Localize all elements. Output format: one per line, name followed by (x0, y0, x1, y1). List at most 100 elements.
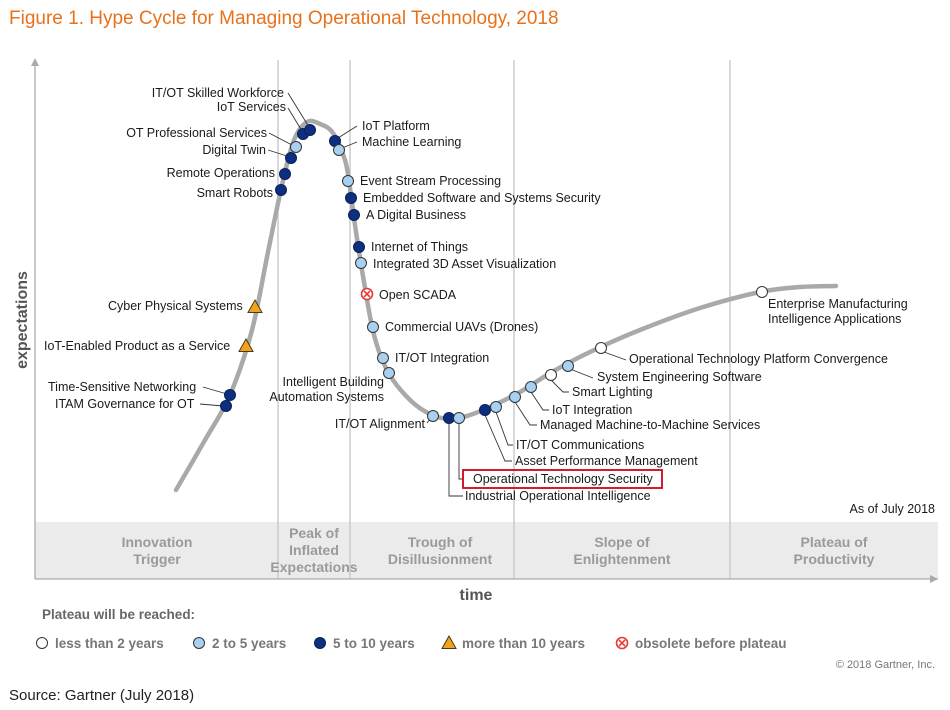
technology-marker (383, 367, 395, 379)
leader-line (287, 107, 303, 132)
technology-marker (595, 342, 607, 354)
technology-marker (345, 192, 357, 204)
technology-marker (247, 298, 263, 313)
technology-marker (342, 175, 354, 187)
technology-label: OT Professional Services (126, 126, 267, 140)
technology-label: System Engineering Software (597, 370, 762, 384)
legend-marker (314, 637, 326, 649)
technology-marker (562, 360, 574, 372)
technology-marker (490, 401, 502, 413)
leader-line (603, 351, 627, 361)
technology-label: Cyber Physical Systems (108, 299, 243, 313)
legend-label: less than 2 years (55, 636, 164, 651)
leader-line (202, 386, 228, 395)
technology-label: IT/OT Integration (395, 351, 489, 365)
technology-marker (360, 287, 374, 301)
technology-marker (238, 337, 254, 352)
leader-line (550, 379, 569, 393)
technology-label: Event Stream Processing (360, 174, 501, 188)
technology-label: Remote Operations (167, 166, 275, 180)
technology-label: Integrated 3D Asset Visualization (373, 257, 556, 271)
leader-line (495, 411, 513, 446)
technology-label: IT/OT Communications (516, 438, 644, 452)
technology-marker (285, 152, 297, 164)
technology-marker (275, 184, 287, 196)
source-note: Source: Gartner (July 2018) (9, 687, 195, 704)
technology-marker (304, 124, 316, 136)
legend-label: more than 10 years (462, 636, 585, 651)
technology-label: Asset Performance Management (515, 454, 698, 468)
technology-marker (509, 391, 521, 403)
legend-label: 2 to 5 years (212, 636, 286, 651)
technology-label: Industrial Operational Intelligence (465, 489, 651, 503)
technology-marker (443, 412, 455, 424)
technology-marker (367, 321, 379, 333)
technology-label: Embedded Software and Systems Security (363, 191, 601, 205)
leader-line (287, 92, 310, 128)
copyright-note: © 2018 Gartner, Inc. (836, 659, 935, 671)
technology-label: Intelligent Building Automation Systems (269, 375, 384, 404)
technology-marker (427, 410, 439, 422)
technology-marker (756, 286, 768, 298)
obsolete-cross (363, 290, 371, 298)
legend-marker (193, 637, 205, 649)
technology-label: Open SCADA (379, 288, 457, 302)
phase-label: Slope of Enlightenment (573, 534, 671, 567)
technology-label: Smart Lighting (572, 385, 653, 399)
legend-title: Plateau will be reached: (42, 607, 195, 622)
technology-marker (355, 257, 367, 269)
hype-cycle-chart: Innovation Trigger Peak of Inflated Expectat… (14, 58, 938, 671)
technology-label: ITAM Governance for OT (55, 397, 195, 411)
legend-marker (615, 636, 629, 650)
technology-marker (479, 404, 491, 416)
technology-label: A Digital Business (366, 208, 466, 222)
technology-label: IoT Integration (552, 403, 632, 417)
y-axis-title: expectations (14, 271, 31, 369)
technology-label: Time-Sensitive Networking (48, 380, 196, 394)
leader-line (569, 368, 594, 379)
phase-label: Innovation Trigger (122, 534, 193, 567)
legend-label: 5 to 10 years (333, 636, 415, 651)
leader-line (484, 414, 512, 462)
technology-marker (290, 141, 302, 153)
technology-label: Machine Learning (362, 135, 461, 149)
technology-marker (377, 352, 389, 364)
as-of-label: As of July 2018 (850, 502, 936, 516)
phase-label: Plateau of Productivity (794, 534, 875, 567)
leader-line (448, 423, 463, 497)
y-axis-arrow (31, 58, 39, 66)
technology-marker (279, 168, 291, 180)
technology-label: IT/OT Skilled Workforce (152, 86, 284, 100)
technology-label: Enterprise Manufacturing Intelligence App… (768, 297, 908, 326)
technology-label: Commercial UAVs (Drones) (385, 320, 538, 334)
leader-line (268, 132, 293, 146)
technology-marker (333, 144, 345, 156)
technology-label: IoT Services (217, 100, 286, 114)
technology-marker (353, 241, 365, 253)
phase-band (35, 522, 938, 579)
hype-curve (173, 118, 839, 493)
figure-title: Figure 1. Hype Cycle for Managing Operat… (9, 8, 559, 29)
technology-label: Operational Technology Security (473, 472, 653, 486)
technology-label: IT/OT Alignment (335, 417, 426, 431)
leader-line (514, 401, 537, 426)
legend-marker (441, 634, 457, 649)
technology-label: IoT Platform (362, 119, 430, 133)
technology-marker (545, 369, 557, 381)
legend-marker (36, 637, 48, 649)
technology-label: Internet of Things (371, 240, 468, 254)
technology-marker (525, 381, 537, 393)
x-axis-title: time (460, 587, 493, 604)
technology-label: IoT-Enabled Product as a Service (44, 339, 230, 353)
legend-label: obsolete before plateau (635, 636, 787, 651)
obsolete-cross (618, 639, 626, 647)
technology-label: Operational Technology Platform Converge… (629, 352, 888, 366)
technology-label: Managed Machine-to-Machine Services (540, 418, 760, 432)
leader-line (458, 423, 463, 480)
technology-marker (224, 389, 236, 401)
phase-label: Peak of Inflated Expectations (270, 525, 357, 575)
leader-line (530, 391, 549, 411)
technology-label: Digital Twin (202, 143, 266, 157)
technology-marker (220, 400, 232, 412)
leader-line (267, 149, 288, 157)
